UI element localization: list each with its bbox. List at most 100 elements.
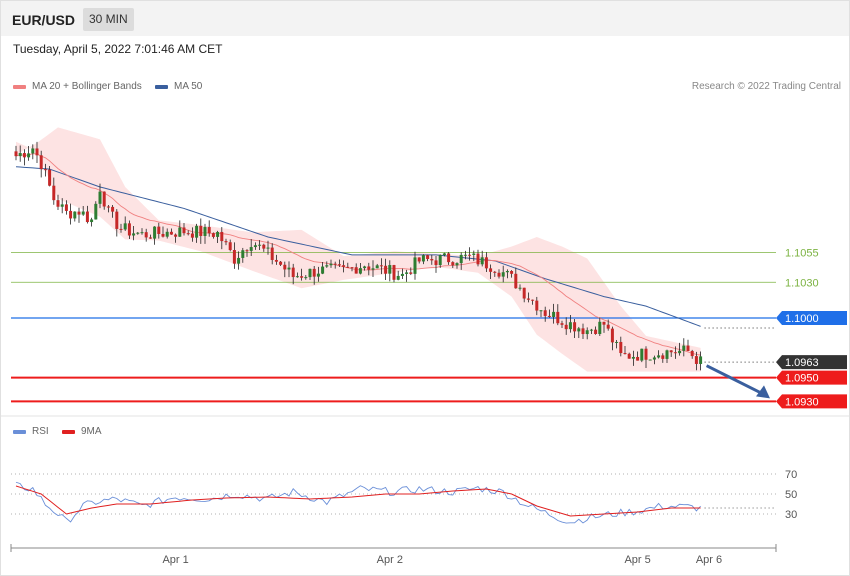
candle — [531, 299, 535, 305]
candle — [379, 258, 383, 275]
candle — [18, 145, 22, 162]
candle — [106, 204, 110, 213]
candle-body — [224, 241, 228, 243]
level-1-0963-label: 1.0963 — [785, 357, 819, 369]
credit-text: Research © 2022 Trading Central — [691, 81, 841, 92]
candle-body — [640, 348, 644, 361]
level-1-1055-label: 1.1055 — [785, 248, 819, 260]
candle — [216, 230, 220, 243]
candle — [426, 254, 430, 262]
candle-body — [27, 153, 31, 158]
candle — [287, 261, 291, 278]
candle-body — [258, 244, 262, 246]
candle-body — [18, 153, 22, 157]
candle — [690, 349, 694, 359]
candle-body — [447, 253, 451, 263]
candle-body — [321, 266, 325, 274]
candle — [115, 209, 119, 237]
candle — [274, 254, 278, 265]
candle — [682, 338, 686, 357]
candle — [598, 317, 602, 336]
candle-body — [304, 277, 308, 279]
candle — [409, 267, 413, 276]
candle — [371, 260, 375, 277]
candle — [169, 228, 173, 235]
candle-body — [476, 253, 480, 265]
candle-body — [178, 227, 182, 237]
candle-body — [94, 203, 98, 220]
candle — [589, 328, 593, 334]
candle — [291, 263, 295, 285]
candle — [694, 351, 698, 371]
candle — [673, 346, 677, 359]
candle-body — [367, 266, 371, 270]
time-tick-label: Apr 6 — [696, 554, 722, 566]
level-1-0950-tag — [776, 370, 847, 385]
candle-body — [606, 324, 610, 329]
candle-body — [694, 356, 698, 364]
candle — [669, 350, 673, 357]
candle-body — [690, 350, 694, 357]
candle-body — [81, 211, 85, 215]
candle-body — [39, 155, 43, 170]
candle-body — [413, 257, 417, 274]
timeframe-button[interactable]: 30 MIN — [83, 8, 134, 31]
candle-body — [342, 265, 346, 267]
candle-body — [547, 315, 551, 317]
candle-body — [161, 233, 165, 237]
candle-body — [300, 276, 304, 278]
candle-body — [153, 226, 157, 239]
legend-9ma: 9MA — [62, 426, 102, 437]
rsi-tick-label: 70 — [785, 469, 797, 481]
candle-body — [426, 255, 430, 259]
candle — [514, 267, 518, 289]
symbol-label: EUR/USD — [12, 12, 76, 28]
candle-body — [291, 267, 295, 278]
candle-body — [316, 273, 320, 277]
rsi-pane: 70 50 30 — [11, 469, 797, 524]
candle-body — [501, 272, 505, 277]
candle-body — [497, 272, 501, 277]
candle — [363, 265, 367, 271]
ma9-swatch — [62, 429, 75, 434]
candle-body — [661, 355, 665, 359]
candle-body — [52, 185, 56, 201]
candle-body — [279, 261, 283, 265]
candle-body — [598, 321, 602, 334]
candle-body — [375, 265, 379, 269]
candle-body — [64, 204, 68, 211]
candle-body — [392, 265, 396, 280]
candle-body — [111, 206, 115, 212]
candle — [556, 304, 560, 326]
candle — [69, 203, 73, 225]
candle-body — [249, 247, 253, 251]
candle — [543, 306, 547, 322]
candle-body — [430, 258, 434, 261]
candle — [161, 226, 165, 238]
candle-body — [287, 267, 291, 270]
candle — [81, 206, 85, 216]
candle-body — [468, 254, 472, 256]
candle-body — [400, 273, 404, 276]
candle — [157, 222, 161, 239]
candle-body — [266, 247, 270, 249]
candle — [678, 342, 682, 356]
candle — [367, 262, 371, 276]
candle-body — [14, 151, 18, 157]
candle — [190, 227, 194, 242]
candle-body — [358, 268, 362, 274]
candle — [686, 339, 690, 352]
candle — [388, 260, 392, 282]
candle — [27, 146, 31, 161]
rsi-line — [15, 481, 701, 524]
candle-body — [363, 266, 367, 269]
candle-body — [333, 263, 337, 265]
candle — [564, 317, 568, 335]
candle-body — [686, 345, 690, 351]
candle-body — [543, 310, 547, 316]
candle — [220, 227, 224, 250]
candle — [14, 145, 18, 161]
candle — [232, 242, 236, 269]
candle-body — [463, 254, 467, 256]
